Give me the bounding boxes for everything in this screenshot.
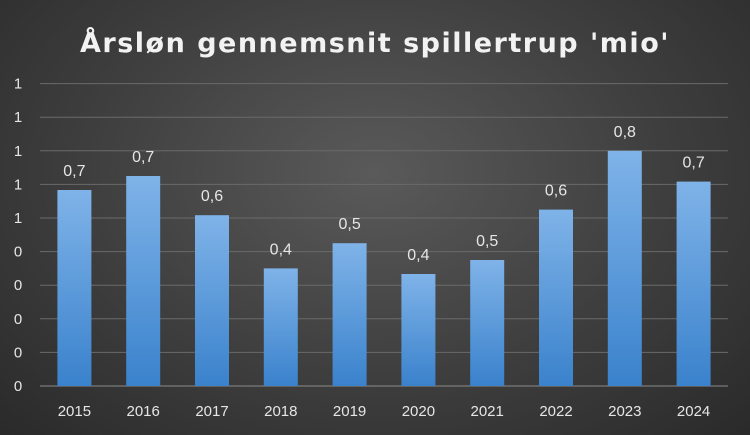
x-tick-label-2015: 2015	[58, 403, 91, 420]
x-tick-label-2019: 2019	[333, 403, 366, 420]
bar-2016	[126, 176, 161, 386]
x-axis: 2015 2016 2017 2018 2019 2020 2021 2022 2023 2024	[58, 403, 711, 420]
bar-2015	[57, 190, 92, 386]
y-tick-label: 1	[14, 176, 22, 193]
bar-2021	[470, 260, 505, 386]
data-labels: 0,7 0,7 0,6 0,4 0,5 0,4 0,5 0,6 0,8 0,7	[63, 124, 705, 264]
y-tick-label: 0	[14, 378, 22, 395]
y-tick-label: 0	[14, 311, 22, 328]
bar-2020	[401, 274, 436, 386]
data-label-2016: 0,7	[132, 149, 154, 166]
bar-2024	[676, 181, 711, 386]
y-tick-label: 0	[14, 244, 22, 261]
y-tick-label: 1	[14, 143, 22, 160]
data-label-2015: 0,7	[63, 163, 85, 180]
x-tick-label-2020: 2020	[402, 403, 435, 420]
bar-2022	[539, 209, 573, 386]
x-tick-label-2016: 2016	[127, 403, 160, 420]
x-tick-label-2017: 2017	[195, 403, 228, 420]
bars	[57, 150, 711, 386]
bar-2017	[195, 215, 229, 386]
x-tick-label-2021: 2021	[471, 403, 504, 420]
data-label-2022: 0,6	[545, 183, 567, 200]
x-tick-label-2023: 2023	[608, 403, 641, 420]
bar-2018	[263, 268, 298, 386]
bar-2023	[607, 150, 642, 386]
x-tick-label-2018: 2018	[264, 403, 297, 420]
y-tick-label: 1	[14, 210, 22, 227]
bar-2019	[332, 243, 367, 386]
data-label-2024: 0,7	[682, 155, 704, 172]
data-label-2018: 0,4	[270, 241, 292, 258]
y-tick-label: 1	[14, 76, 22, 93]
x-tick-label-2022: 2022	[539, 403, 572, 420]
y-tick-label: 1	[14, 109, 22, 126]
data-label-2019: 0,5	[338, 216, 360, 233]
y-axis: 0 0 0 0 0 1 1 1 1 1	[14, 76, 22, 395]
data-label-2021: 0,5	[476, 233, 498, 250]
chart-title: Årsløn gennemsnit spillertrup 'mio'	[80, 27, 670, 59]
x-tick-label-2024: 2024	[677, 403, 710, 420]
y-tick-label: 0	[14, 344, 22, 361]
data-label-2023: 0,8	[614, 124, 636, 141]
y-tick-label: 0	[14, 277, 22, 294]
data-label-2020: 0,4	[407, 247, 429, 264]
data-label-2017: 0,6	[201, 188, 223, 205]
